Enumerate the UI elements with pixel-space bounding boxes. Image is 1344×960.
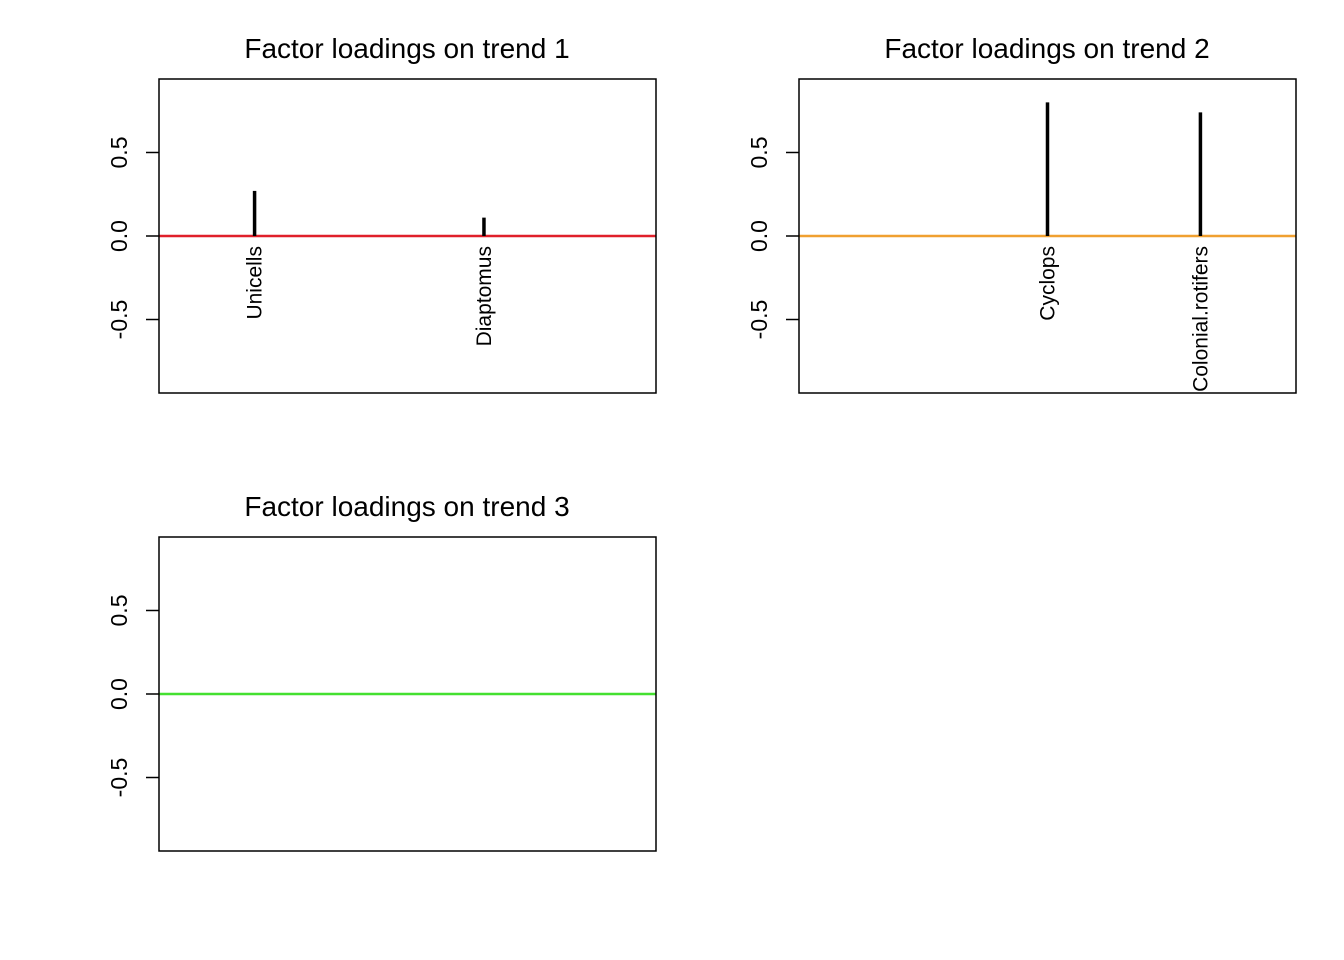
species-label: Cyclops bbox=[1037, 246, 1060, 321]
y-tick-label: 0.5 bbox=[106, 136, 132, 168]
y-axis: -0.5 0.0 0.5 bbox=[746, 136, 799, 339]
y-tick-label: 0.5 bbox=[106, 594, 132, 626]
y-tick-label: -0.5 bbox=[106, 758, 132, 798]
species-label: Diaptomus bbox=[473, 246, 496, 346]
panel-title: Factor loadings on trend 1 bbox=[244, 33, 569, 64]
species-label: Colonial.rotifers bbox=[1189, 246, 1212, 392]
plot-frame bbox=[158, 536, 657, 852]
y-tick-label: 0.0 bbox=[746, 220, 772, 252]
panel-trend-3: Factor loadings on trend 3 -0.5 0.0 0.5 bbox=[106, 491, 657, 852]
y-tick-label: -0.5 bbox=[106, 300, 132, 340]
y-tick-label: 0.0 bbox=[106, 220, 132, 252]
species-label: Unicells bbox=[244, 246, 267, 320]
plot-frame bbox=[798, 78, 1297, 394]
y-axis: -0.5 0.0 0.5 bbox=[106, 594, 159, 797]
loading-bars bbox=[1045, 102, 1203, 236]
species-labels: Unicells Diaptomus bbox=[244, 246, 496, 346]
plot-frame bbox=[158, 78, 657, 394]
y-axis: -0.5 0.0 0.5 bbox=[106, 136, 159, 339]
panel-title: Factor loadings on trend 3 bbox=[244, 491, 569, 522]
y-tick-label: 0.5 bbox=[746, 136, 772, 168]
panel-title: Factor loadings on trend 2 bbox=[884, 33, 1209, 64]
y-tick-label: -0.5 bbox=[746, 300, 772, 340]
species-labels: Cyclops Colonial.rotifers bbox=[1037, 246, 1213, 392]
panel-trend-2: Factor loadings on trend 2 -0.5 0.0 0.5 Cy… bbox=[746, 33, 1297, 394]
panel-trend-1: Factor loadings on trend 1 -0.5 0.0 0.5 Un… bbox=[106, 33, 657, 394]
loading-bars bbox=[252, 190, 486, 236]
y-tick-label: 0.0 bbox=[106, 678, 132, 710]
